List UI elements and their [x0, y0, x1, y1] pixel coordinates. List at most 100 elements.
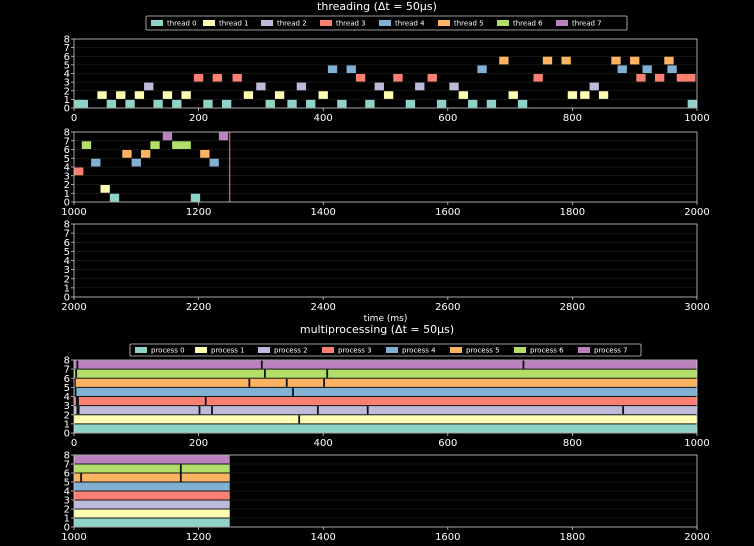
idle-gap — [292, 387, 294, 396]
legend-entry: thread 2 — [277, 20, 307, 28]
thread-block — [318, 91, 328, 99]
x-tick-label: 0 — [71, 438, 77, 449]
thread-block — [687, 99, 697, 108]
x-tick-label: 1000 — [61, 207, 86, 218]
thread-block — [355, 74, 366, 82]
thread-block — [162, 132, 173, 141]
process-band — [74, 378, 697, 387]
y-tick-label: 5 — [64, 478, 70, 489]
x-tick-label: 1800 — [560, 532, 585, 543]
idle-gap — [522, 360, 525, 369]
thread-block — [131, 158, 141, 167]
thread-block — [125, 99, 135, 108]
legend-entry: process 5 — [466, 347, 500, 355]
thread-block — [97, 91, 107, 99]
legend-entry: thread 3 — [336, 20, 366, 28]
process-band — [74, 360, 697, 369]
thread-block — [415, 82, 425, 91]
y-tick-label: 3 — [64, 78, 70, 89]
legend-swatch — [450, 347, 462, 353]
y-tick-label: 6 — [64, 238, 70, 249]
thread-block — [190, 193, 201, 202]
x-tick-label: 400 — [314, 113, 333, 124]
process-band — [74, 406, 697, 415]
process-band — [74, 387, 697, 396]
thread-block — [589, 82, 599, 91]
y-tick-label: 5 — [64, 247, 70, 258]
y-tick-label: 7 — [64, 365, 70, 376]
thread-block — [218, 132, 229, 141]
x-tick-label: 2000 — [684, 207, 709, 218]
thread-block — [405, 99, 416, 108]
thread-block — [499, 56, 509, 65]
process-band — [74, 369, 697, 378]
thread-block — [517, 99, 528, 108]
legend-entry: thread 7 — [572, 20, 602, 28]
y-tick-label: 4 — [64, 392, 70, 403]
x-tick-label: 600 — [438, 438, 457, 449]
process-band — [74, 464, 230, 473]
y-tick-label: 2 — [64, 86, 70, 97]
process-band — [74, 518, 230, 527]
idle-gap — [74, 378, 76, 387]
process-band — [74, 415, 697, 424]
x-tick-label: 2800 — [560, 302, 585, 313]
thread-block — [100, 185, 110, 193]
thread-block — [642, 65, 652, 73]
legend-entry: thread 5 — [454, 20, 484, 28]
process-band — [74, 482, 230, 491]
idle-gap — [316, 406, 319, 415]
thread-block — [567, 91, 578, 99]
legend-swatch — [135, 347, 147, 353]
legend-swatch — [322, 347, 334, 353]
legend-swatch — [261, 20, 273, 26]
thread-block — [203, 99, 213, 108]
thread-block — [598, 91, 609, 99]
thread-block — [533, 74, 543, 82]
legend-swatch — [379, 20, 391, 26]
idle-gap — [80, 473, 83, 482]
y-tick-label: 7 — [64, 460, 70, 471]
thread-block — [393, 74, 403, 82]
thread-block — [193, 74, 204, 82]
legend-entry: process 1 — [211, 347, 245, 355]
thread-block — [306, 99, 316, 108]
y-tick-label: 4 — [64, 487, 70, 498]
y-tick-label: 2 — [64, 274, 70, 285]
legend-swatch — [578, 347, 590, 353]
x-tick-label: 1000 — [684, 438, 709, 449]
chart-title: threading (Δt = 50μs) — [317, 0, 437, 13]
idle-gap — [285, 378, 288, 387]
thread-block — [327, 65, 338, 73]
y-tick-label: 1 — [64, 514, 70, 525]
legend-entry: process 0 — [151, 347, 185, 355]
y-tick-label: 0 — [64, 293, 70, 304]
idle-gap — [74, 387, 77, 396]
y-tick-label: 1 — [64, 95, 70, 106]
y-tick-label: 4 — [64, 163, 70, 174]
legend-box — [129, 343, 642, 357]
y-tick-label: 8 — [64, 220, 70, 231]
thread-block — [611, 56, 621, 65]
legend-swatch — [497, 20, 509, 26]
y-tick-label: 5 — [64, 154, 70, 165]
x-tick-label: 2600 — [435, 302, 460, 313]
thread-block — [468, 99, 478, 108]
idle-gap — [298, 415, 301, 424]
legend-entry: thread 1 — [219, 20, 249, 28]
thread-block — [78, 99, 89, 108]
legend-swatch — [438, 20, 450, 26]
legend-entry: thread 4 — [395, 20, 425, 28]
idle-gap — [75, 397, 78, 406]
y-tick-label: 6 — [64, 52, 70, 63]
process-band — [74, 473, 230, 482]
y-tick-label: 7 — [64, 136, 70, 147]
x-axis-label: time (ms) — [364, 314, 408, 324]
thread-block — [636, 74, 646, 82]
thread-block — [221, 99, 232, 108]
legend-entry: process 3 — [338, 347, 372, 355]
thread-block — [162, 91, 173, 99]
legend-entry: process 4 — [402, 347, 436, 355]
